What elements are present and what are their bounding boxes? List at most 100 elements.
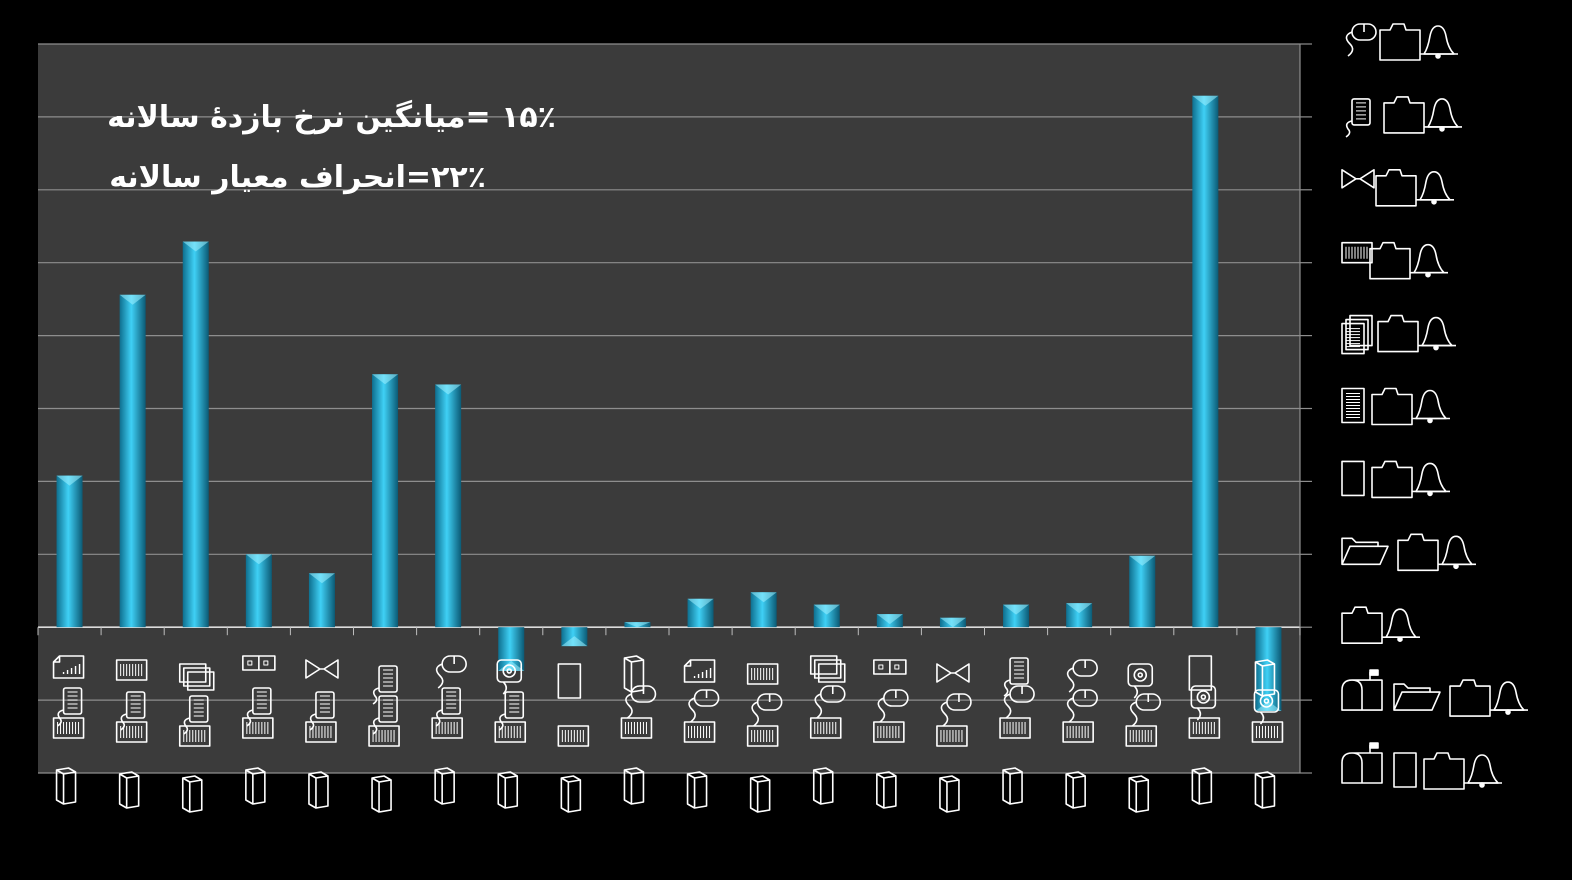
open-folder-icon <box>1341 537 1389 566</box>
bar <box>1192 95 1219 628</box>
page-icon <box>1341 460 1365 497</box>
cabinet-icon <box>683 721 716 743</box>
bar <box>372 374 399 628</box>
hourglass-icon <box>936 663 970 683</box>
folder-icon <box>686 771 708 809</box>
bell-icon <box>1420 25 1458 59</box>
x-axis-tick-icons <box>52 655 1284 813</box>
mouse-icon <box>1129 693 1162 727</box>
drive-icon <box>873 659 907 675</box>
mouse-icon <box>1003 685 1035 719</box>
cabinet-icon <box>242 717 274 739</box>
hourglass-icon <box>1341 169 1375 189</box>
cabinet-icon <box>620 717 653 739</box>
folder-icon <box>55 767 77 805</box>
mailbox-icon <box>1341 742 1383 784</box>
folder-icon <box>560 775 582 813</box>
folder-icon <box>118 771 140 809</box>
mouse-icon <box>814 685 846 719</box>
mailbox-icon <box>1341 669 1383 711</box>
cabinet-icon <box>1062 721 1094 743</box>
chart-doc-icon <box>52 655 85 679</box>
folder-icon <box>1254 771 1276 809</box>
bar <box>939 617 966 628</box>
page-icon <box>1393 752 1417 788</box>
mouse-icon <box>625 685 657 719</box>
mouse-icon <box>877 689 909 723</box>
folder-icon <box>434 767 455 805</box>
bar <box>813 604 840 628</box>
files-icon <box>809 655 846 683</box>
cabinet-icon <box>746 725 779 747</box>
folder-icon <box>749 775 771 813</box>
bell-icon <box>1418 316 1456 351</box>
cabinet-icon <box>809 717 842 739</box>
bar <box>119 294 146 628</box>
bar <box>1066 603 1093 628</box>
disc-icon <box>1253 689 1280 725</box>
page-icon <box>557 663 582 699</box>
bar <box>876 614 903 628</box>
bell-icon <box>1490 681 1528 715</box>
bar <box>750 592 777 628</box>
bar <box>687 598 714 628</box>
doc-icon <box>1341 387 1365 424</box>
cabinet-icon <box>305 721 337 743</box>
cabinet-icon <box>1341 241 1373 264</box>
keyboard-icon <box>1003 657 1029 697</box>
bar <box>1003 604 1030 628</box>
cabinet-icon <box>52 717 85 739</box>
mouse-icon <box>1066 689 1098 723</box>
cabinet-icon <box>115 721 148 743</box>
folder-icon <box>1065 771 1086 809</box>
annotation-mean-return: ۱۵٪ =میانگین نرخ بازدهٔ سالانه <box>107 100 556 135</box>
bar <box>1255 627 1282 712</box>
drive-icon <box>242 655 276 671</box>
cabinet-icon <box>873 721 905 743</box>
bar <box>182 241 209 628</box>
bell-icon <box>1438 535 1476 570</box>
pages-icon <box>1341 314 1373 355</box>
bell-icon <box>1382 608 1420 643</box>
cabinet-icon <box>494 721 527 743</box>
disc-icon <box>1190 685 1217 721</box>
folder-icon <box>1377 314 1419 353</box>
disc-icon <box>496 659 523 695</box>
folder-icon <box>1449 679 1491 717</box>
mouse-icon <box>1066 659 1098 693</box>
mouse-icon <box>751 693 783 727</box>
folder-icon <box>1128 775 1150 813</box>
cabinet-icon <box>1125 725 1158 747</box>
folder-icon <box>245 767 266 805</box>
folder-icon <box>308 771 329 809</box>
folder-icon <box>812 767 834 805</box>
folder-icon <box>623 767 645 805</box>
folder-icon <box>1397 533 1439 572</box>
mouse-icon <box>435 655 467 689</box>
cabinet-icon <box>746 663 779 685</box>
folder-icon <box>1371 387 1413 426</box>
folder-icon <box>1191 767 1213 805</box>
mouse-icon <box>940 693 972 727</box>
folder-icon <box>1375 169 1417 207</box>
open-folder-icon <box>1393 683 1441 711</box>
cabinet-icon <box>999 717 1031 739</box>
page-icon <box>1188 655 1213 691</box>
folder-icon <box>939 775 960 813</box>
bar <box>435 384 462 628</box>
folder-icon <box>181 775 203 813</box>
folder-icon <box>876 771 897 809</box>
keyboard-icon <box>498 691 525 731</box>
cabinet-icon <box>115 659 148 681</box>
bar <box>498 627 525 671</box>
bell-icon <box>1416 171 1454 205</box>
hourglass-icon <box>305 659 339 679</box>
cabinet-icon <box>178 725 211 747</box>
folder-icon <box>1423 752 1465 790</box>
annotation-std-dev: ۲۲٪=انحراف معیار سالانه <box>109 160 486 195</box>
mouse-icon <box>1345 23 1377 57</box>
cabinet-icon <box>936 725 968 747</box>
bar <box>561 627 588 647</box>
bell-icon <box>1412 389 1450 424</box>
